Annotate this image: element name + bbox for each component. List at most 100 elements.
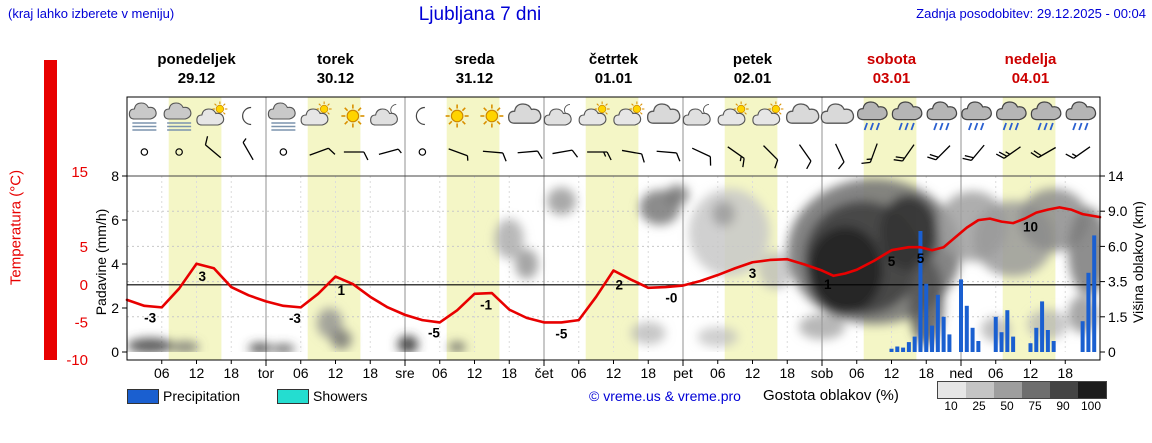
precip-bar	[1034, 327, 1039, 352]
rain-icon	[961, 101, 992, 131]
sun-icon	[445, 104, 469, 128]
calm-wind-icon	[140, 148, 149, 156]
page-title: Ljubljana 7 dni	[418, 4, 542, 25]
cloud-blob	[170, 341, 200, 352]
wind-barb	[204, 136, 222, 159]
temperature-curve	[125, 206, 1102, 324]
sun-cloud-icon	[752, 101, 784, 126]
showers-legend-label: Showers	[313, 388, 368, 404]
credit-link[interactable]: © vreme.us & vreme.pro	[589, 388, 741, 404]
cloud-blob	[879, 194, 938, 271]
day-header-nedelja: nedelja 04.01	[961, 50, 1100, 88]
sun-cloud-icon	[300, 101, 332, 126]
sun-icon	[341, 104, 365, 128]
bottom-axis-label: tor	[258, 365, 275, 381]
day-date: 30.12	[316, 70, 355, 87]
height-tick-label: 3.5	[1108, 274, 1128, 290]
day-name: torek	[317, 51, 354, 68]
precip-bar	[970, 327, 975, 352]
precip-bar	[930, 325, 935, 352]
menu-hint: (kraj lahko izberete v meniju)	[8, 6, 175, 21]
precip-bar	[935, 294, 940, 352]
moon-cloud-icon	[370, 104, 398, 126]
showers-swatch	[277, 389, 309, 404]
rain-icon	[1065, 101, 1097, 131]
precip-bar	[918, 231, 923, 352]
day-date: 01.01	[594, 70, 633, 87]
temperature-label: 10	[1023, 220, 1038, 235]
temperature-label: -5	[428, 326, 440, 341]
wind-barb	[927, 145, 951, 161]
cloud-blob	[798, 314, 846, 340]
precip-bar	[889, 348, 894, 352]
precip-bar	[959, 279, 963, 352]
cloud-blob	[546, 187, 576, 215]
bottom-axis-label: 12	[189, 365, 205, 381]
height-tick-label: 6.0	[1108, 238, 1128, 254]
density-gradient-step	[1078, 382, 1106, 398]
bottom-axis-label: 12	[328, 365, 344, 381]
temp-tick-label: 0	[80, 277, 88, 294]
wind-barb	[962, 144, 985, 162]
wind-barb	[1065, 146, 1091, 159]
bottom-axis-label: 18	[501, 365, 517, 381]
precip-bar	[999, 332, 1004, 352]
sun-cloud-icon	[717, 101, 749, 126]
wind-barb	[893, 144, 915, 162]
cloud-blob	[711, 201, 736, 227]
sun-cloud-icon	[196, 101, 228, 126]
temperature-label: 5	[888, 254, 896, 269]
day-date: 31.12	[455, 70, 494, 87]
day-header-ponedeljek: ponedeljek 29.12	[127, 50, 266, 88]
wind-barb	[763, 145, 779, 169]
temp-tick-label: 5	[80, 239, 88, 256]
day-name: sobota	[866, 51, 917, 68]
wind-barb	[482, 150, 507, 162]
temp-tick-label: -10	[66, 352, 88, 369]
day-header-sobota: sobota 03.01	[822, 50, 961, 88]
precip-bar	[912, 336, 917, 352]
precip-bar	[901, 347, 906, 352]
bottom-axis-label: 18	[1057, 365, 1073, 381]
wind-barb	[309, 147, 336, 156]
temperature-label: -3	[289, 311, 301, 326]
bottom-axis-label: sob	[811, 365, 834, 381]
precip-bar	[1028, 343, 1033, 352]
wind-barb	[1030, 146, 1056, 159]
precip-tick-label: 0	[111, 344, 119, 360]
wind-barb	[552, 149, 579, 158]
wind-barb	[448, 148, 469, 161]
day-header-torek: torek 30.12	[266, 50, 405, 88]
cloud-icon	[820, 103, 855, 124]
day-header-petek: petek 02.01	[683, 50, 822, 88]
precip-bar	[1086, 272, 1091, 352]
day-date: 02.01	[733, 70, 772, 87]
calm-wind-icon	[418, 148, 427, 156]
temperature-label: -0	[665, 291, 677, 306]
cloud-blob	[330, 329, 352, 350]
density-tick-label: 25	[972, 399, 986, 413]
precip-bar	[964, 305, 969, 352]
wind-barb	[621, 149, 645, 163]
density-tick-label: 100	[1080, 399, 1102, 413]
cloud-icon	[507, 103, 542, 124]
precip-bar	[947, 334, 952, 352]
bottom-axis-label: 12	[606, 365, 622, 381]
density-tick-label: 75	[1028, 399, 1042, 413]
day-date: 03.01	[872, 70, 911, 87]
last-update: Zadnja posodobitev: 29.12.2025 - 00:04	[916, 6, 1146, 21]
density-gradient-step	[938, 382, 966, 398]
temperature-label: 2	[616, 278, 624, 293]
moon-cloud-icon	[682, 104, 711, 126]
temp-tick-label: 15	[71, 164, 88, 181]
density-gradient-step	[1022, 382, 1050, 398]
cloud-icon	[646, 103, 681, 124]
precip-bar	[1045, 330, 1050, 352]
cloud-blob	[697, 326, 739, 347]
day-name: petek	[732, 51, 773, 68]
bottom-axis-label: 06	[432, 365, 448, 381]
height-tick-label: 9.0	[1108, 203, 1128, 219]
bottom-axis-label: 18	[362, 365, 378, 381]
bottom-axis-label: 18	[918, 365, 934, 381]
height-tick-label: 0	[1108, 344, 1116, 360]
